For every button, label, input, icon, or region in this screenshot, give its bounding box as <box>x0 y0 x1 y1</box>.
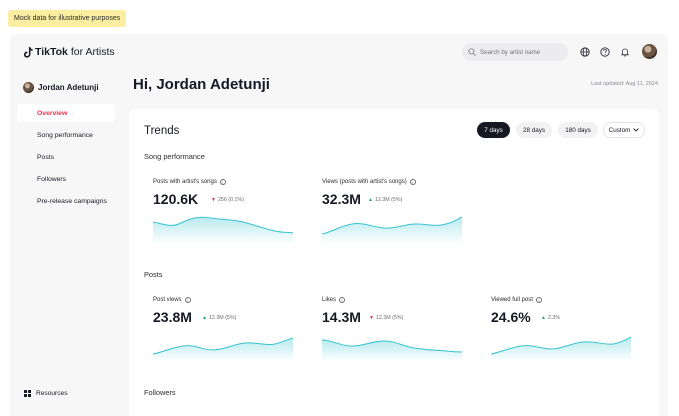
resources-label: Resources <box>36 390 68 397</box>
brand-suffix: for Artists <box>70 46 115 58</box>
trend-down-icon: ▼ <box>369 315 374 321</box>
globe-icon <box>580 47 590 57</box>
metric-value: 14.3M <box>322 309 361 325</box>
tiktok-logo-icon <box>24 46 33 58</box>
info-icon[interactable]: i <box>339 297 346 303</box>
sparkline-post-views <box>153 337 293 362</box>
search-box[interactable] <box>462 43 568 61</box>
trend-up-icon: ▲ <box>368 197 373 203</box>
chevron-down-icon <box>633 128 640 132</box>
help-icon <box>600 47 610 57</box>
grid-icon <box>24 390 31 397</box>
page-title: Hi, Jordan Adetunji <box>133 76 270 93</box>
metric-change: ▲ 12.3M (5%) <box>368 197 403 203</box>
language-button[interactable] <box>579 46 591 58</box>
notifications-button[interactable] <box>619 46 631 58</box>
artist-name: Jordan Adetunji <box>38 83 99 92</box>
app-window: TikTok for Artists <box>10 34 668 416</box>
metric-card-likes[interactable]: Likes i 14.3M ▼ 12.3M (5%) <box>314 290 462 364</box>
metric-label: Likes i <box>322 297 346 303</box>
info-icon[interactable]: i <box>409 179 416 185</box>
search-icon <box>468 48 476 56</box>
trends-title: Trends <box>144 125 180 137</box>
section-song-performance: Song performance <box>144 152 205 161</box>
metric-card-post-views[interactable]: Post views i 23.8M ▲ 12.3M (5%) <box>145 290 293 364</box>
trend-up-icon: ▲ <box>541 315 546 321</box>
metric-label: Post views i <box>153 297 191 303</box>
metric-value: 32.3M <box>322 191 361 207</box>
info-icon[interactable]: i <box>184 297 191 303</box>
artist-selector[interactable]: Jordan Adetunji <box>23 82 99 93</box>
metric-value: 120.6K <box>153 191 199 207</box>
sidebar: Jordan Adetunji Overview Song performanc… <box>10 74 122 416</box>
range-7-days-button[interactable]: 7 days <box>477 122 510 138</box>
sidebar-item-pre-release-campaigns[interactable]: Pre-release campaigns <box>37 197 107 205</box>
top-bar: TikTok for Artists <box>10 34 668 72</box>
sidebar-item-posts[interactable]: Posts <box>37 153 54 161</box>
info-icon[interactable]: i <box>219 179 226 185</box>
sparkline-views-posts-with-songs <box>322 216 462 244</box>
metric-change: ▲ 2.3% <box>541 315 561 321</box>
range-custom-dropdown[interactable]: Custom <box>603 122 645 138</box>
sidebar-item-followers[interactable]: Followers <box>37 175 67 183</box>
tiktok-for-artists-logo[interactable]: TikTok for Artists <box>24 46 115 58</box>
sparkline-posts-with-songs <box>153 216 293 244</box>
trend-down-icon: ▼ <box>211 197 216 203</box>
metric-change: ▼ 12.3M (5%) <box>369 315 404 321</box>
metric-value: 23.8M <box>153 309 192 325</box>
help-button[interactable] <box>599 46 611 58</box>
trends-panel: Trends 7 days 28 days 180 days Custom So… <box>129 109 659 416</box>
metric-card-views-posts-with-songs[interactable]: Views (posts with artist's songs) i 32.3M… <box>314 172 462 246</box>
mock-data-banner: Mock data for illustrative purposes <box>8 10 127 27</box>
metric-card-viewed-full-post[interactable]: Viewed full post i 24.6% ▲ 2.3% <box>483 290 631 364</box>
brand-name: TikTok <box>35 46 68 58</box>
sparkline-viewed-full-post <box>491 336 631 362</box>
range-custom-label: Custom <box>608 126 631 134</box>
profile-avatar[interactable] <box>642 44 657 59</box>
metric-label: Posts with artist's songs i <box>153 179 226 185</box>
bell-icon <box>621 48 629 57</box>
sparkline-likes <box>322 339 462 362</box>
metric-label: Views (posts with artist's songs) i <box>322 179 416 185</box>
trend-up-icon: ▲ <box>202 315 207 321</box>
resources-link[interactable]: Resources <box>24 390 68 397</box>
range-28-days-button[interactable]: 28 days <box>516 122 552 138</box>
section-followers: Followers <box>144 388 176 397</box>
avatar <box>23 82 34 93</box>
info-icon[interactable]: i <box>535 297 542 303</box>
metric-change: ▲ 12.3M (5%) <box>202 315 237 321</box>
search-input[interactable] <box>480 48 564 56</box>
range-180-days-button[interactable]: 180 days <box>558 122 598 138</box>
metric-label: Viewed full post i <box>491 297 542 303</box>
sidebar-item-song-performance[interactable]: Song performance <box>37 131 93 139</box>
metric-value: 24.6% <box>491 309 531 325</box>
metric-card-posts-with-songs[interactable]: Posts with artist's songs i 120.6K ▼ 256 (… <box>145 172 293 246</box>
metric-change: ▼ 256 (0.1%) <box>211 197 244 203</box>
section-posts: Posts <box>144 270 163 279</box>
sidebar-item-overview[interactable]: Overview <box>17 104 115 122</box>
last-updated-text: Last updated: Aug 11, 2024 <box>591 81 658 87</box>
